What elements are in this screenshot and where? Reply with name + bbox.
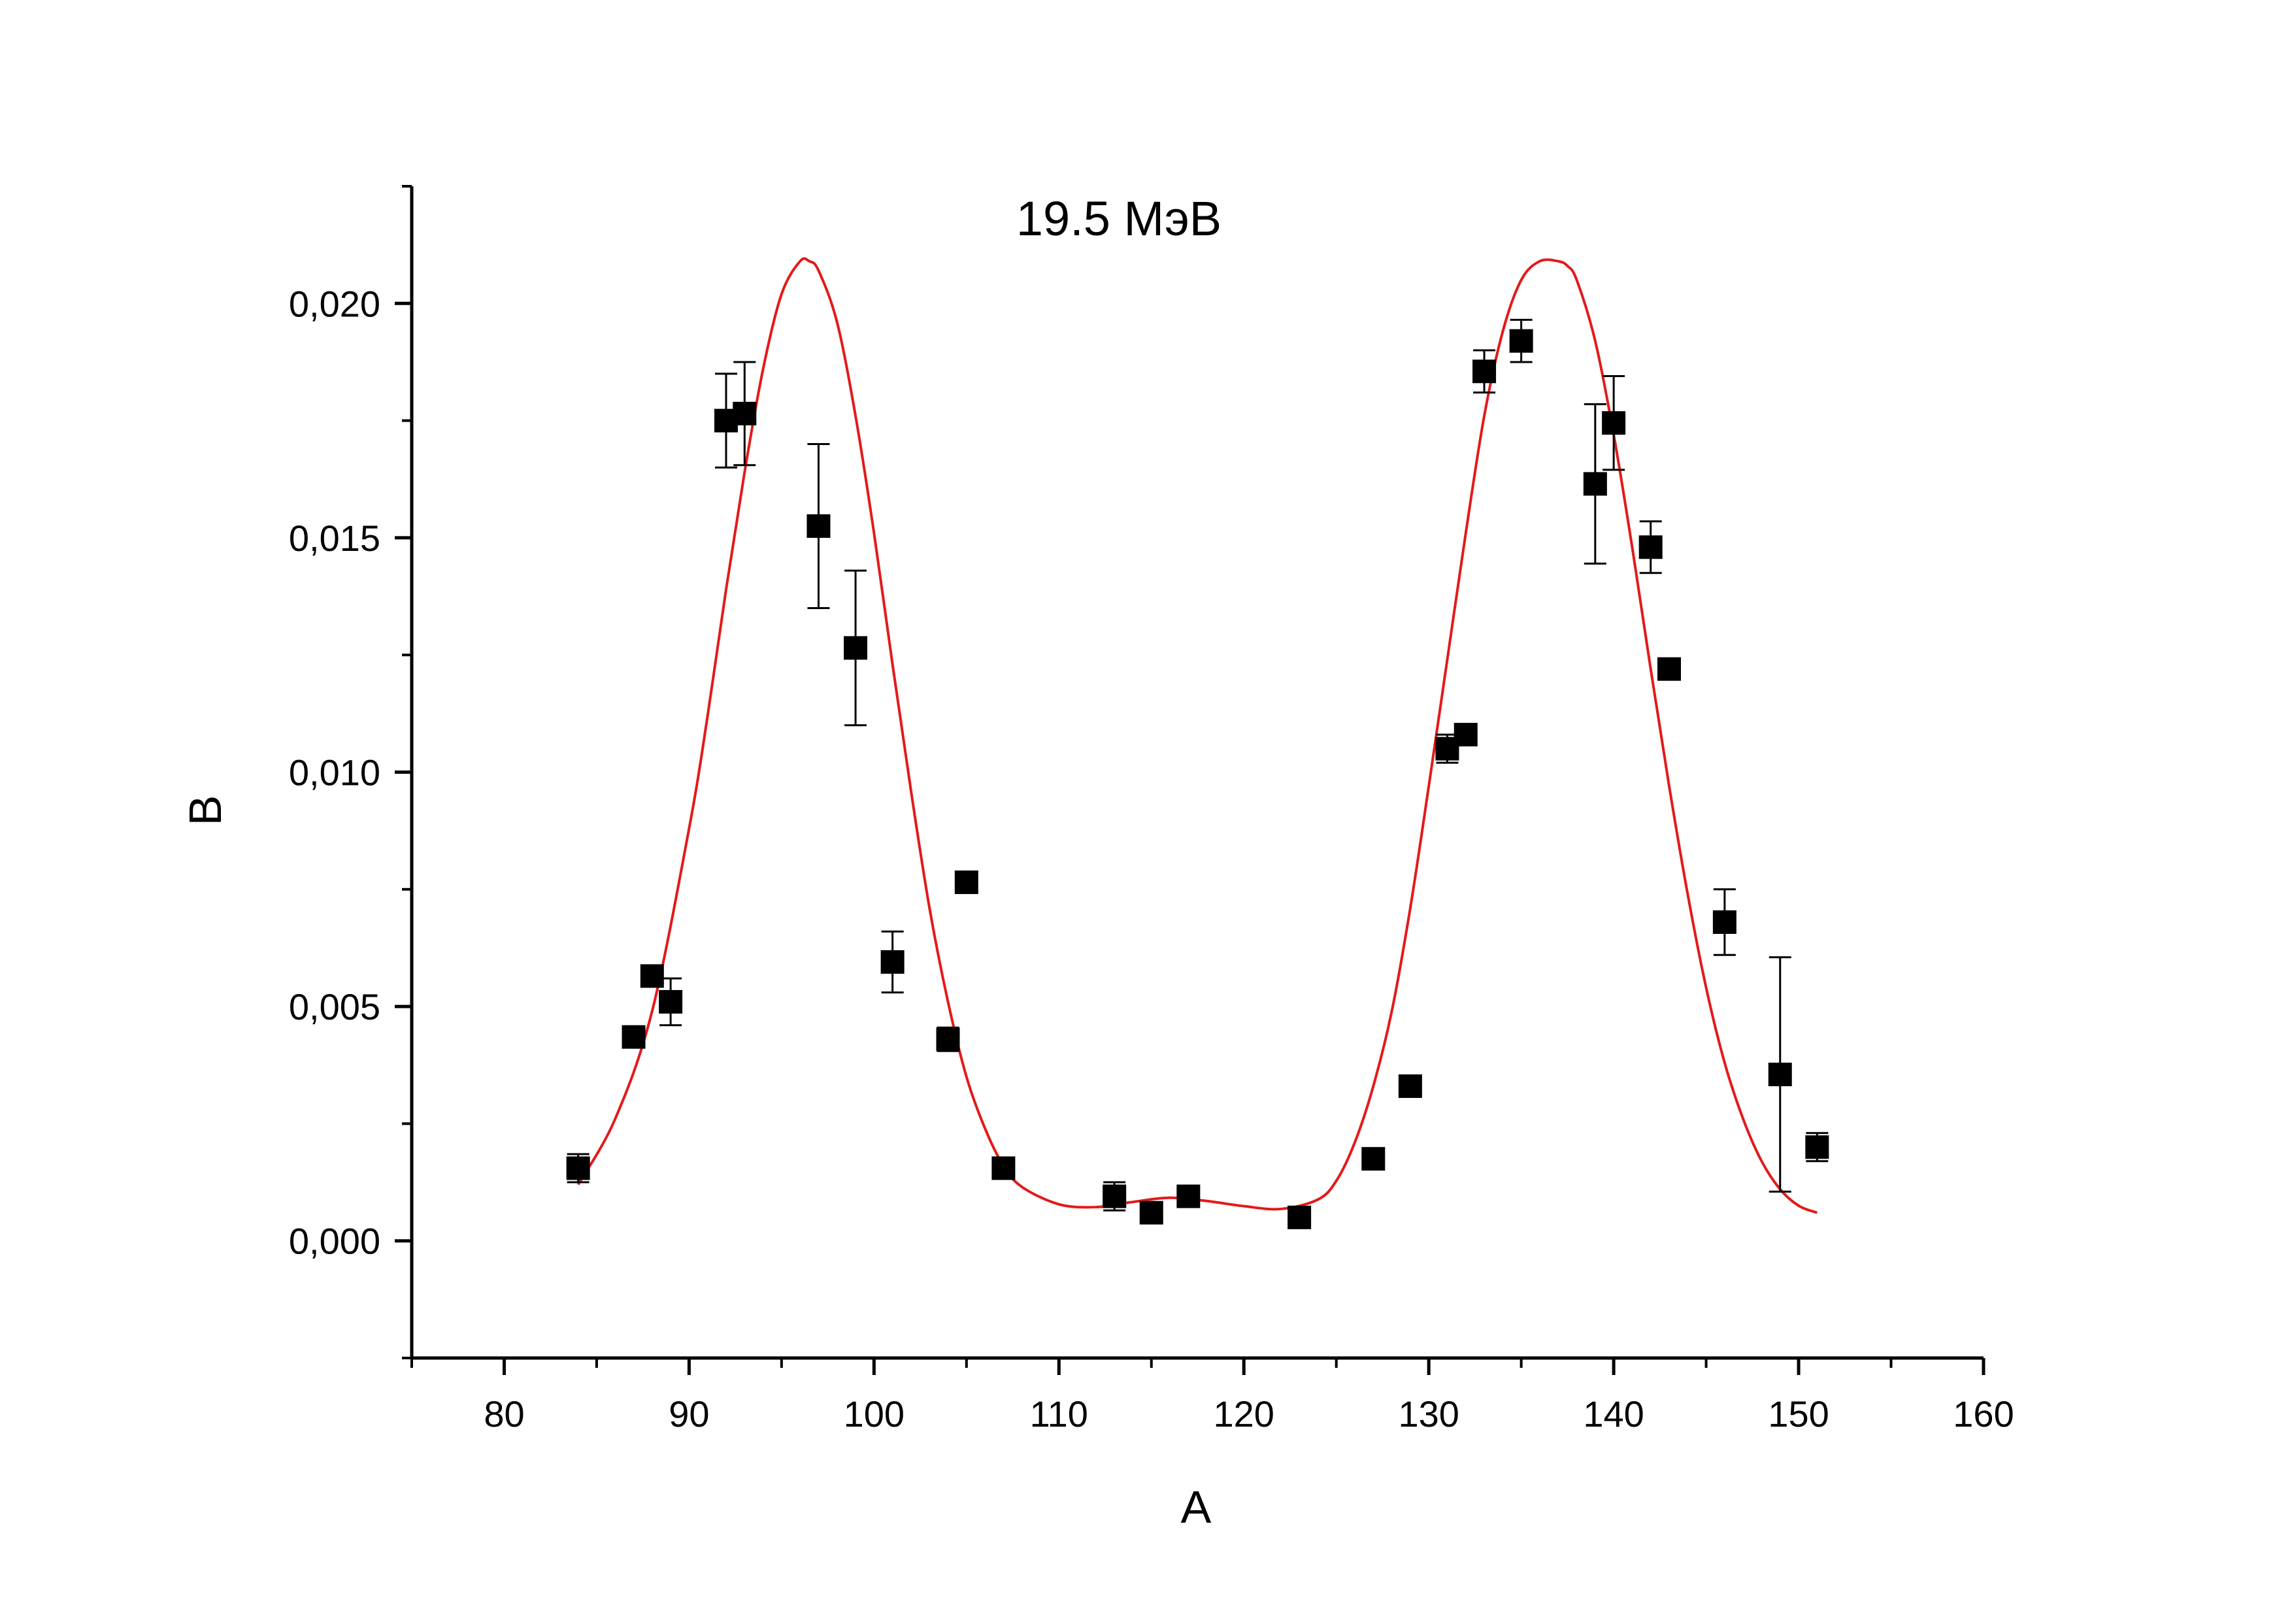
x-tick-label: 150 <box>1768 1393 1829 1434</box>
x-tick-label: 130 <box>1398 1393 1459 1434</box>
x-tick-label: 110 <box>1030 1393 1088 1434</box>
data-point <box>1287 1205 1312 1229</box>
data-point <box>806 514 831 538</box>
data-point <box>1805 1135 1829 1159</box>
fit-curve <box>576 257 1818 1214</box>
data-point <box>659 989 683 1014</box>
error-bars <box>567 318 1829 1212</box>
data-point <box>1398 1074 1422 1099</box>
data-point <box>1638 535 1663 559</box>
axes <box>410 186 1984 1360</box>
y-tick-label: 0,020 <box>289 283 380 324</box>
data-point <box>566 1156 590 1180</box>
y-tick-label: 0,000 <box>289 1221 380 1262</box>
data-point <box>733 401 757 425</box>
fit-curve-group <box>576 257 1818 1214</box>
data-point <box>1768 1063 1792 1087</box>
data-point <box>936 1027 960 1052</box>
x-tick-label: 80 <box>484 1393 524 1434</box>
chart-title: 19.5 МэВ <box>1016 191 1221 246</box>
data-point <box>1712 910 1736 935</box>
data-point <box>991 1156 1016 1180</box>
data-point <box>844 636 868 660</box>
data-point <box>1657 657 1681 681</box>
data-point <box>954 870 978 895</box>
x-axis-title: A <box>1181 1482 1212 1533</box>
data-point <box>1139 1201 1163 1225</box>
y-tick-label: 0,005 <box>289 986 380 1027</box>
data-point <box>1509 329 1533 353</box>
y-axis-title: B <box>180 795 231 826</box>
data-point <box>622 1025 646 1049</box>
y-tick-label: 0,015 <box>289 518 380 559</box>
data-point <box>1583 472 1607 496</box>
ticks: 80 90 100 110 120 130 140 150 160 0,000 0,005 0,010… <box>289 185 2014 1434</box>
data-point <box>1453 723 1478 747</box>
data-point <box>1103 1184 1127 1208</box>
x-tick-label: 140 <box>1583 1393 1644 1434</box>
data-point <box>1472 359 1497 384</box>
data-point <box>1602 411 1626 435</box>
x-tick-label: 90 <box>669 1393 709 1434</box>
y-tick-label: 0,010 <box>289 752 380 793</box>
data-point <box>1361 1147 1386 1171</box>
data-point <box>1176 1184 1201 1208</box>
data-point <box>640 964 664 988</box>
x-tick-label: 160 <box>1953 1393 2014 1434</box>
data-points <box>566 329 1829 1229</box>
x-tick-label: 100 <box>844 1393 905 1434</box>
data-point <box>880 950 905 974</box>
x-tick-label: 120 <box>1214 1393 1274 1434</box>
